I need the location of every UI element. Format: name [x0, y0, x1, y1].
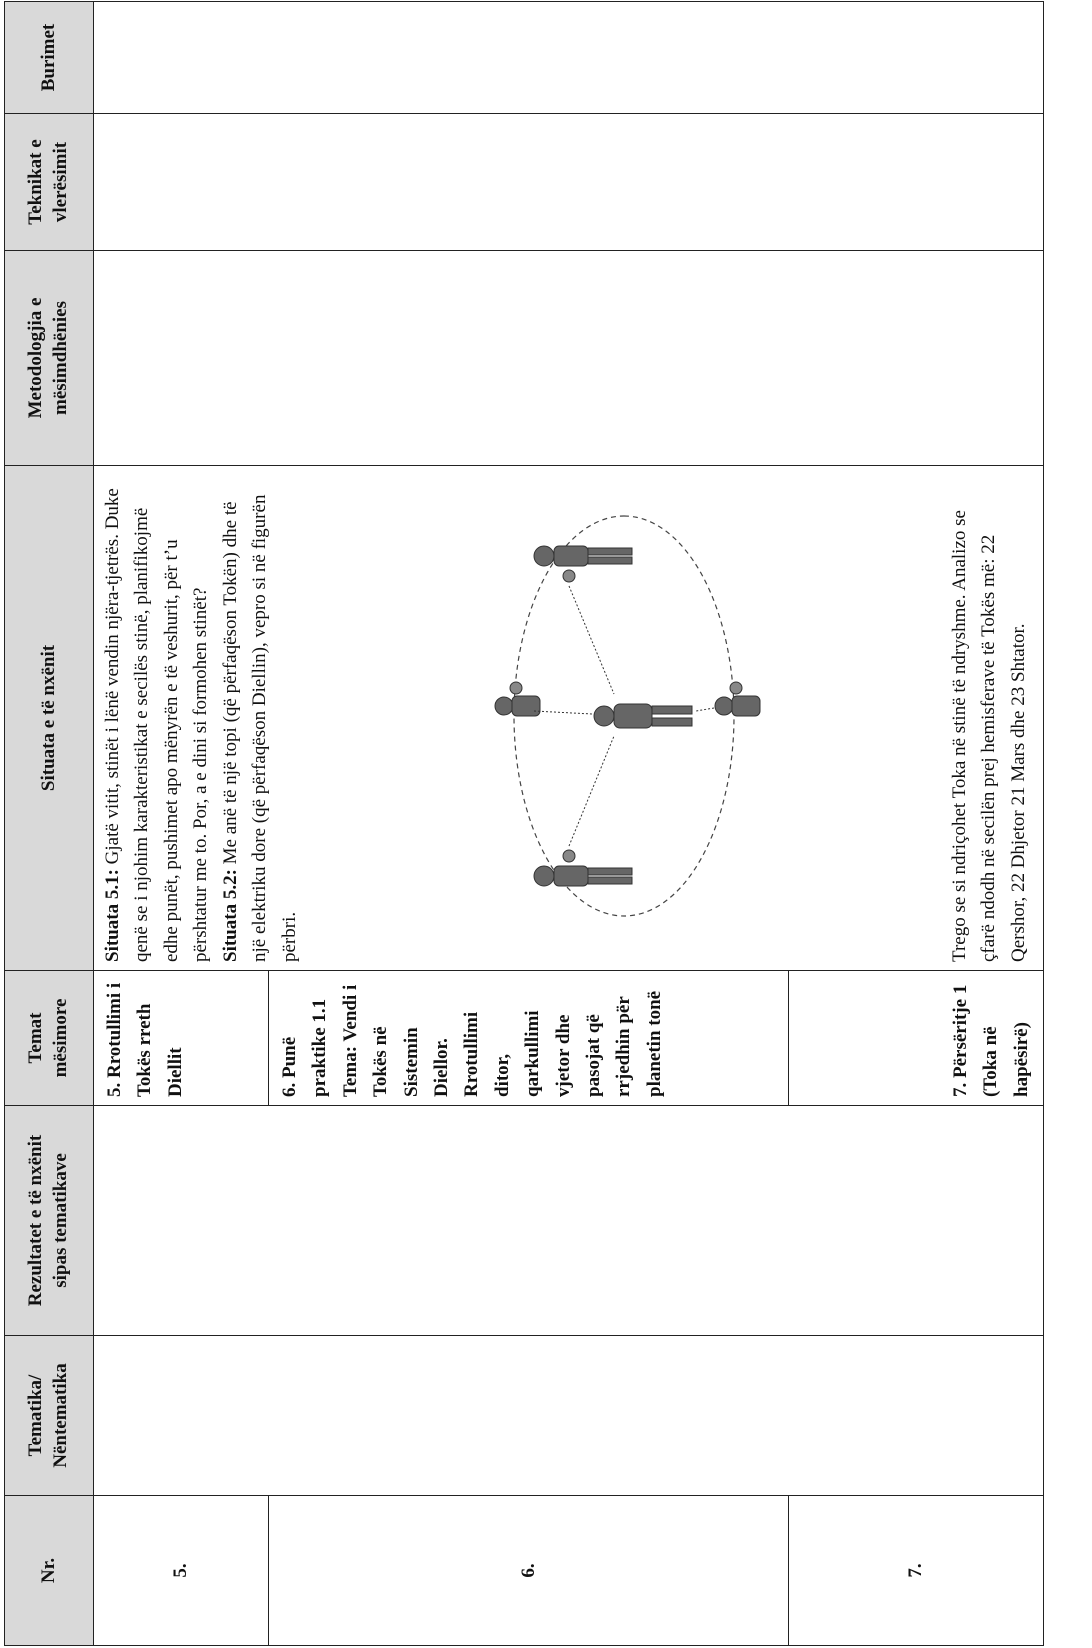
- header-cell: Burimet: [4, 1, 94, 114]
- topic-cell: 5. Rrotullimi i Tokës rreth Diellit: [93, 970, 269, 1106]
- situata-paragraph: Trego se si ndriçohet Toka në stinë të n…: [948, 510, 1029, 962]
- situata-top: Situata 5.1: Gjatë vitit, stinët i lënë …: [98, 474, 304, 962]
- nr-cell: 7.: [788, 1495, 1044, 1646]
- nr-cell: 5.: [93, 1495, 269, 1646]
- empty-cell: [93, 1, 1044, 114]
- illustration: [494, 515, 761, 917]
- empty-cell: [93, 113, 1044, 251]
- empty-cell: [93, 1105, 1044, 1336]
- header-cell: Tematika/ Nëntematika: [4, 1335, 94, 1496]
- row: 5. 5. Rrotullimi i Tokës rreth Diellit S…: [93, 1, 1044, 1646]
- header-cell: Situata e të nxënit: [4, 465, 94, 971]
- situata-cell: Situata 5.1: Gjatë vitit, stinët i lënë …: [93, 465, 1044, 971]
- plan-table: Nr. Tematika/ Nëntematika Rezultatet e t…: [4, 1, 1044, 1646]
- header-cell: Metodologjia e mësimdhënies: [4, 250, 94, 466]
- situata-paragraph: Situata 5.2: Me anë të një topi (që përf…: [216, 474, 304, 962]
- situata-label: Situata 5.2:: [219, 869, 241, 962]
- header-row: Nr. Tematika/ Nëntematika Rezultatet e t…: [4, 1, 94, 1646]
- empty-cell: [93, 1335, 1044, 1496]
- header-cell: Teknikat e vlerësimit: [4, 113, 94, 251]
- topic-cell: 7. Përsëritje 1 (Toka në hapësirë): [788, 970, 1044, 1106]
- topic-cell: 6. Punë praktike 1.1 Tema: Vendi i Tokës…: [268, 970, 789, 1106]
- situata-paragraph: Situata 5.1: Gjatë vitit, stinët i lënë …: [98, 474, 216, 962]
- situata-label: Situata 5.1:: [102, 869, 123, 962]
- header-cell: Temat mësimore: [4, 970, 94, 1106]
- empty-cell: [93, 250, 1044, 466]
- nr-cell: 6.: [268, 1495, 789, 1646]
- header-cell: Rezultatet e të nxënit sipas tematikave: [4, 1105, 94, 1336]
- header-cell: Nr.: [4, 1495, 94, 1646]
